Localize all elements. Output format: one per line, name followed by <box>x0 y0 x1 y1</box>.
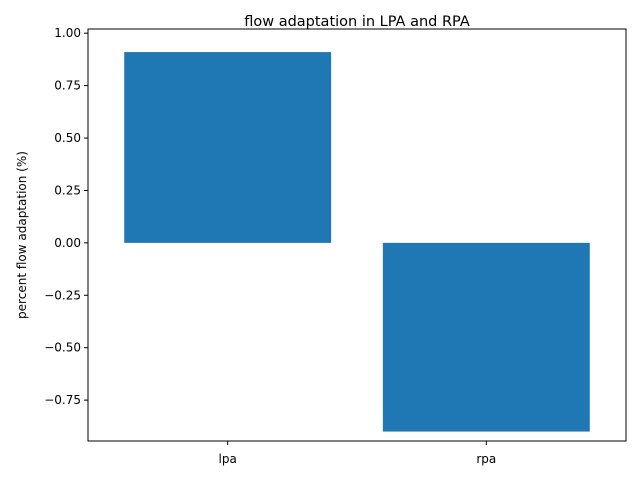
y-tick-label: 0.00 <box>54 236 81 250</box>
y-axis-label: percent flow adaptation (%) <box>15 151 29 319</box>
bars-layer <box>124 52 590 432</box>
chart-title: flow adaptation in LPA and RPA <box>244 14 470 30</box>
y-tick-label: 0.50 <box>54 131 81 145</box>
plot-frame <box>87 28 627 442</box>
bar-lpa <box>124 52 332 243</box>
x-tick-label: rpa <box>476 452 496 466</box>
y-axis-ticks: 1.00 0.75 0.50 0.25 0.00 −0.25 −0.50 −0.75 <box>44 26 88 407</box>
x-tick-label: lpa <box>219 452 237 466</box>
y-tick-label: −0.25 <box>44 288 81 302</box>
y-tick-label: 1.00 <box>54 26 81 40</box>
y-tick-label: −0.50 <box>44 341 81 355</box>
y-tick-label: 0.25 <box>54 183 81 197</box>
bar-rpa <box>382 242 590 432</box>
x-axis-ticks: lpa rpa <box>219 441 496 466</box>
y-tick-label: −0.75 <box>44 393 81 407</box>
y-tick-label: 0.75 <box>54 79 81 93</box>
